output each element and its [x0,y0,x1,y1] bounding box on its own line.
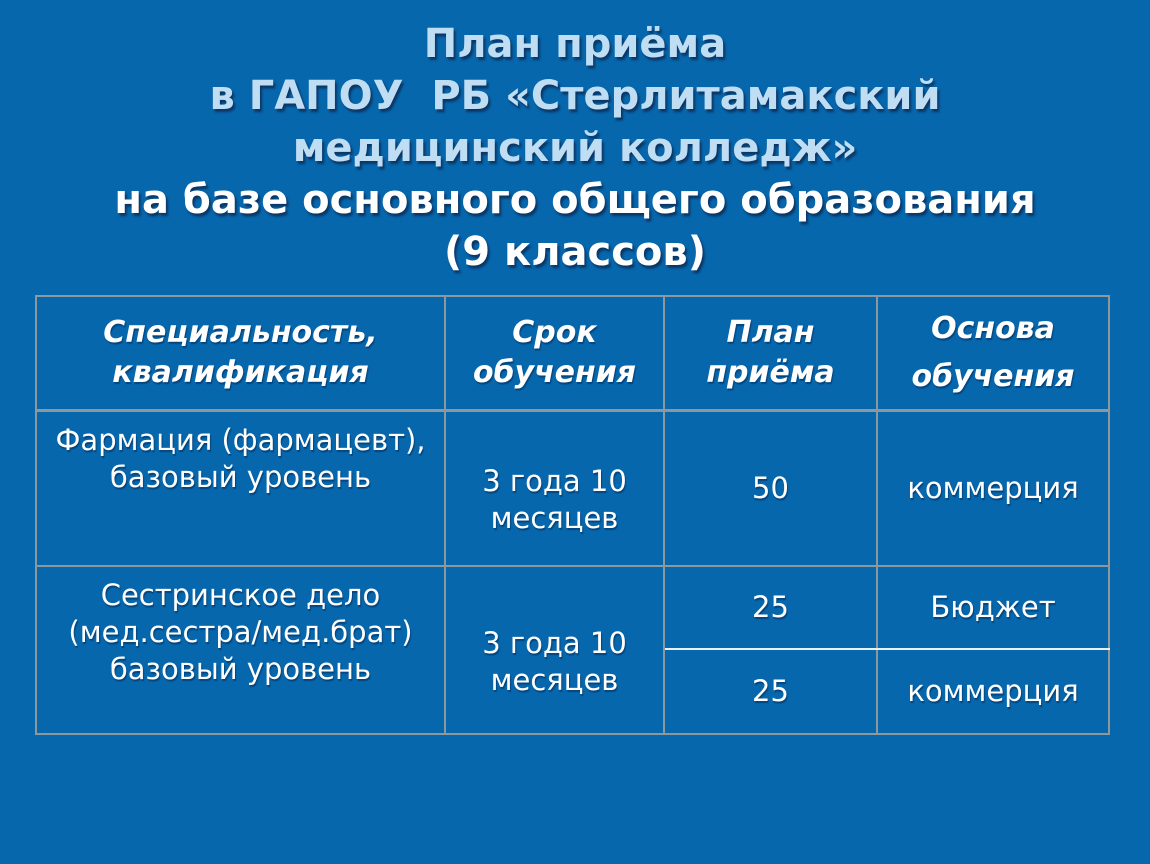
table-row-nursing-commercial: 25 коммерция [36,648,1110,735]
col-header-plan: План приёма [663,295,878,412]
cell-specialty-nursing: Сестринское дело (мед.сестра/мед.брат) б… [35,565,446,735]
col-header-basis: Основа обучения [876,295,1110,412]
cell-basis-nursing-budget: Бюджет [876,565,1110,650]
cell-basis-nursing-commercial: коммерция [876,648,1110,735]
table-header-row: Специальность, квалификация Срок обучени… [35,295,1110,412]
table-row-pharmacy: Фармация (фармацевт), базовый уровень 3 … [35,409,1110,567]
cell-plan-nursing-commercial: 25 [663,648,878,735]
title-line-4: на базе основного общего образования [114,177,1036,223]
cell-basis-pharmacy: коммерция [876,409,1110,567]
col-header-specialty: Специальность, квалификация [35,295,446,412]
title-line-3: медицинский колледж» [292,125,858,171]
title-line-5: (9 классов) [444,229,706,275]
title-line-1: План приёма [423,21,727,67]
col-header-duration: Срок обучения [444,295,665,412]
table-row-nursing-budget: Сестринское дело (мед.сестра/мед.брат) б… [35,565,1110,735]
cell-specialty-pharmacy: Фармация (фармацевт), базовый уровень [35,409,446,567]
admission-plan-table: Специальность, квалификация Срок обучени… [35,295,1110,735]
cell-plan-pharmacy: 50 [663,409,878,567]
cell-duration-pharmacy: 3 года 10 месяцев [444,409,665,567]
slide-title: План приёма в ГАПОУ РБ «Стерлитамакский … [0,18,1150,278]
cell-duration-nursing: 3 года 10 месяцев [444,565,665,735]
title-line-2: в ГАПОУ РБ «Стерлитамакский [209,73,941,119]
cell-plan-nursing-budget: 25 [663,565,878,650]
